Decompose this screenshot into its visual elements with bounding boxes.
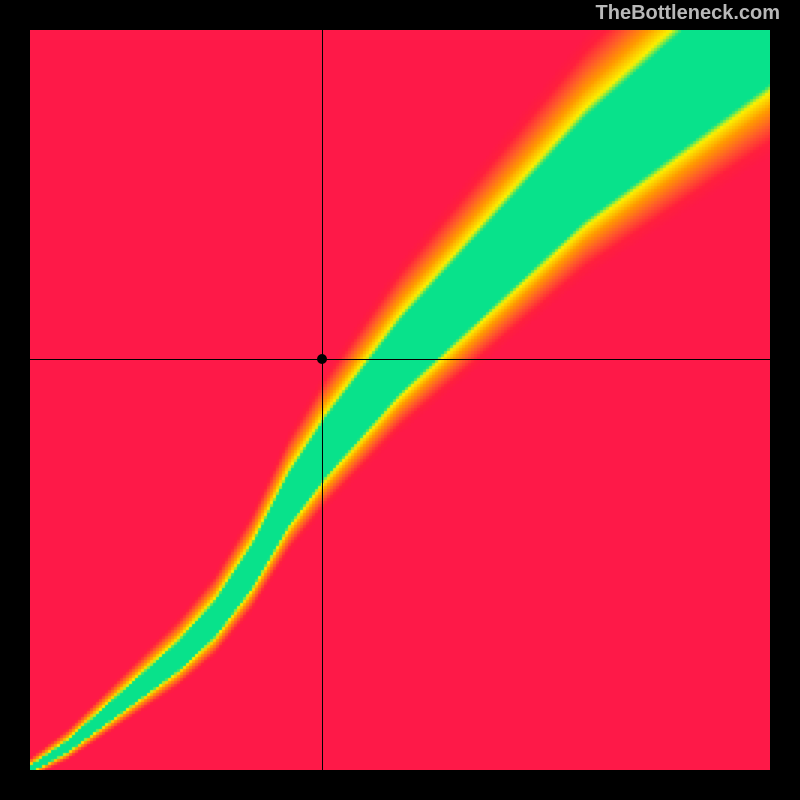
- heatmap-chart: [30, 30, 770, 770]
- heatmap-canvas: [30, 30, 770, 770]
- watermark-text: TheBottleneck.com: [596, 2, 780, 25]
- crosshair-vertical: [322, 30, 323, 770]
- crosshair-horizontal: [30, 359, 770, 360]
- crosshair-marker: [317, 354, 327, 364]
- chart-container: TheBottleneck.com: [0, 0, 800, 800]
